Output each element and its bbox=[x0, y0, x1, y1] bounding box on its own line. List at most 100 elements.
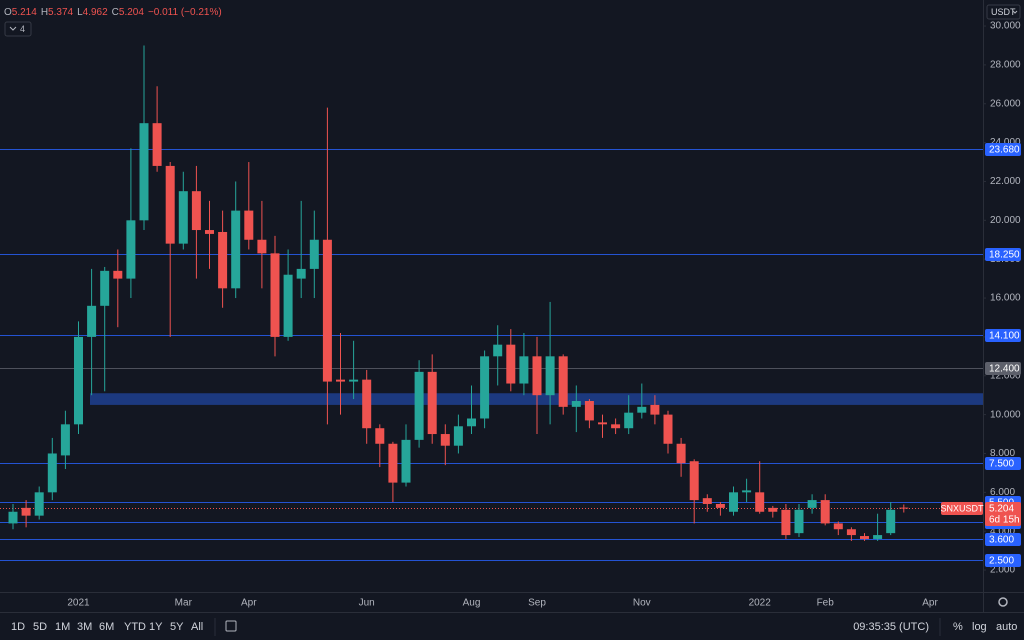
price-line-label: 7.500 bbox=[989, 459, 1014, 470]
candle-body bbox=[493, 344, 503, 357]
y-tick-label: 6.000 bbox=[990, 487, 1015, 498]
current-price-tag bbox=[985, 502, 1021, 526]
candle-body bbox=[532, 356, 542, 396]
candle-body bbox=[152, 123, 162, 166]
ohlc-change: −0.011 (−0.21%) bbox=[148, 7, 222, 18]
candle-body bbox=[218, 231, 228, 289]
candle-body bbox=[270, 253, 280, 337]
candle-body bbox=[100, 270, 110, 306]
candle-body bbox=[401, 439, 411, 483]
candle-body bbox=[729, 492, 738, 512]
candle-body bbox=[506, 344, 516, 384]
ohlc-value: 5.204 bbox=[119, 7, 144, 18]
candle-body bbox=[467, 418, 476, 427]
candle-body bbox=[60, 424, 70, 456]
candle-body bbox=[440, 434, 450, 446]
indicator-count: 4 bbox=[20, 24, 25, 34]
candle-body bbox=[165, 165, 175, 244]
range-button[interactable]: 5D bbox=[33, 621, 47, 633]
candle-body bbox=[453, 426, 463, 446]
x-tick-label: Feb bbox=[817, 598, 835, 609]
indicator-toggle[interactable] bbox=[4, 21, 32, 37]
y-tick-label: 2.000 bbox=[990, 565, 1015, 576]
candle-body bbox=[47, 453, 57, 493]
candle-body bbox=[611, 424, 621, 429]
candle-body bbox=[8, 511, 18, 524]
x-tick-label: Mar bbox=[175, 598, 193, 609]
price-line-label: 12.400 bbox=[989, 364, 1020, 375]
price-line-tag bbox=[985, 533, 1021, 546]
y-tick-label: 24.000 bbox=[990, 137, 1021, 148]
symbol-label: SNXUSDT bbox=[940, 503, 984, 513]
candle-body bbox=[414, 371, 424, 440]
candle-body bbox=[663, 414, 673, 444]
y-tick-label: 12.000 bbox=[990, 370, 1021, 381]
x-tick-label: Apr bbox=[922, 598, 938, 609]
candle-body bbox=[322, 239, 332, 382]
x-tick-label: Aug bbox=[463, 598, 481, 609]
candle-body bbox=[794, 509, 804, 534]
price-line-tag bbox=[985, 457, 1021, 470]
ohlc-key: H bbox=[41, 7, 48, 18]
candle-body bbox=[87, 305, 97, 337]
candle-body bbox=[650, 404, 660, 415]
price-line-label: 18.250 bbox=[989, 250, 1020, 261]
candle-body bbox=[571, 401, 581, 407]
price-line-label: 3.600 bbox=[989, 535, 1014, 546]
range-button[interactable]: 5Y bbox=[170, 621, 184, 633]
candle-body bbox=[283, 274, 293, 337]
candle-body bbox=[257, 239, 267, 254]
price-line-tag bbox=[985, 554, 1021, 567]
date-range-icon[interactable] bbox=[225, 620, 237, 632]
candle-body bbox=[480, 356, 490, 419]
range-button[interactable]: 3M bbox=[77, 621, 92, 633]
price-line-tag bbox=[985, 143, 1021, 156]
range-button[interactable]: 1M bbox=[55, 621, 70, 633]
symbol-tag bbox=[941, 502, 983, 515]
ohlc-value: 5.214 bbox=[12, 7, 37, 18]
candle-body bbox=[139, 123, 149, 221]
y-tick-label: 16.000 bbox=[990, 293, 1021, 304]
candle-body bbox=[336, 379, 345, 382]
candle-body bbox=[519, 356, 529, 384]
candle-body bbox=[899, 507, 909, 509]
candle-body bbox=[807, 500, 817, 508]
candle-body bbox=[231, 210, 241, 289]
candle-body bbox=[545, 356, 555, 396]
range-button[interactable]: 1D bbox=[11, 621, 25, 633]
chevron-icon bbox=[1012, 10, 1018, 14]
price-line-tag bbox=[985, 329, 1021, 342]
candle-body bbox=[349, 379, 359, 382]
y-tick-label: 26.000 bbox=[990, 98, 1021, 109]
candle-body bbox=[755, 492, 765, 512]
candle-body bbox=[296, 268, 306, 279]
candle-body bbox=[742, 490, 752, 493]
scale-button[interactable]: auto bbox=[996, 621, 1017, 633]
price-line-tag bbox=[985, 362, 1021, 375]
candle-body bbox=[781, 509, 791, 536]
candle-body bbox=[74, 336, 83, 425]
settings-icon[interactable] bbox=[998, 597, 1008, 607]
candle-body bbox=[820, 500, 830, 524]
price-line-tag bbox=[985, 248, 1021, 261]
candle-body bbox=[598, 422, 607, 425]
candle-body bbox=[126, 220, 136, 279]
candle-body bbox=[21, 507, 31, 516]
range-button[interactable]: 6M bbox=[99, 621, 114, 633]
candle-body bbox=[191, 191, 201, 231]
range-button[interactable]: 1Y bbox=[149, 621, 163, 633]
range-button[interactable]: All bbox=[191, 621, 203, 633]
candle-body bbox=[860, 536, 869, 539]
candle-body bbox=[676, 443, 686, 464]
x-tick-label: 2022 bbox=[749, 598, 772, 609]
y-tick-label: 8.000 bbox=[990, 448, 1015, 459]
range-button[interactable]: YTD bbox=[124, 621, 146, 633]
currency-button[interactable] bbox=[986, 4, 1021, 20]
scale-button[interactable]: % bbox=[953, 621, 963, 633]
scale-button[interactable]: log bbox=[972, 621, 987, 633]
candle-body bbox=[833, 523, 843, 530]
candle-body bbox=[846, 529, 856, 536]
candle-body bbox=[388, 443, 398, 483]
ohlc-key: C bbox=[112, 7, 119, 18]
